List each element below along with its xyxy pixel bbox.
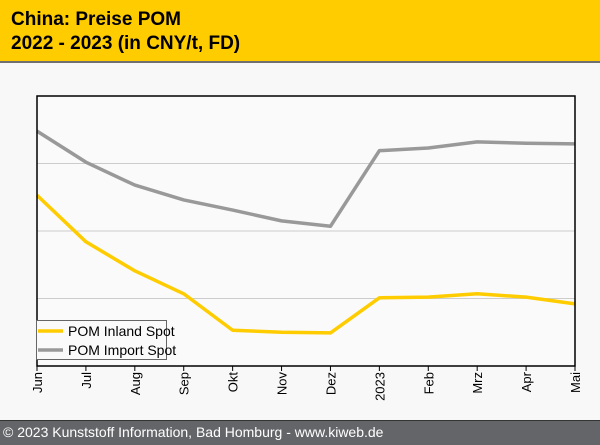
x-tick-label: Jul bbox=[79, 372, 94, 389]
x-tick-label: Okt bbox=[226, 372, 241, 393]
header: China: Preise POM 2022 - 2023 (in CNY/t,… bbox=[0, 0, 600, 63]
line-chart: Jun Jul Aug Sep Okt Nov Dez 2023 Feb Mrz Apr Mai POM… bbox=[30, 95, 583, 401]
x-tick-label: Jun bbox=[30, 372, 45, 393]
chart-title: China: Preise POM 2022 - 2023 (in CNY/t,… bbox=[11, 8, 240, 56]
x-tick-label: Apr bbox=[519, 371, 534, 392]
x-tick-label: Nov bbox=[275, 372, 290, 396]
legend-label: POM Inland Spot bbox=[68, 323, 175, 339]
x-tick-label: Aug bbox=[128, 372, 143, 395]
x-tick-label: Mai bbox=[568, 372, 583, 393]
x-tick-label: Sep bbox=[177, 372, 192, 395]
x-tick-label: Feb bbox=[421, 372, 436, 394]
x-tick-label: Dez bbox=[323, 372, 338, 395]
x-tick-label: Mrz bbox=[470, 372, 485, 394]
footer: © 2023 Kunststoff Information, Bad Hombu… bbox=[0, 420, 600, 445]
series-line-import bbox=[36, 129, 576, 229]
title-line-2: 2022 - 2023 (in CNY/t, FD) bbox=[11, 33, 241, 54]
legend-label: POM Import Spot bbox=[68, 342, 176, 358]
series-line-inland bbox=[35, 193, 576, 335]
copyright-text: © 2023 Kunststoff Information, Bad Hombu… bbox=[3, 424, 384, 440]
legend bbox=[36, 320, 167, 360]
x-tick-label: 2023 bbox=[372, 372, 387, 401]
title-line-1: China: Preise POM bbox=[11, 9, 181, 30]
plot-border bbox=[36, 95, 576, 367]
